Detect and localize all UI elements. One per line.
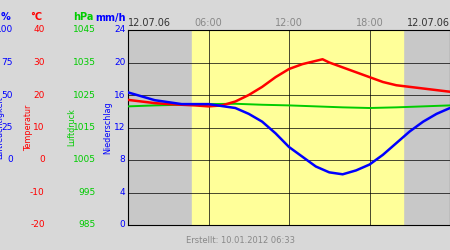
Text: 10: 10 [33,123,45,132]
Text: °C: °C [30,12,42,22]
Text: Temperatur: Temperatur [24,104,33,151]
Text: -10: -10 [30,188,45,197]
Text: 16: 16 [114,90,126,100]
Text: Erstellt: 10.01.2012 06:33: Erstellt: 10.01.2012 06:33 [186,236,295,245]
Text: 1005: 1005 [73,156,96,164]
Text: 75: 75 [1,58,13,67]
Text: 12:00: 12:00 [275,18,303,28]
Text: 985: 985 [79,220,96,230]
Text: 40: 40 [33,26,45,35]
Text: 100: 100 [0,26,13,35]
Text: 12: 12 [114,123,126,132]
Text: 30: 30 [33,58,45,67]
Text: 1015: 1015 [73,123,96,132]
Text: 24: 24 [114,26,126,35]
Text: 20: 20 [33,90,45,100]
Text: 995: 995 [79,188,96,197]
Text: 4: 4 [120,188,126,197]
Text: 25: 25 [1,123,13,132]
Text: %: % [0,12,10,22]
Text: mm/h: mm/h [95,12,126,22]
Text: Luftdruck: Luftdruck [67,108,76,146]
Text: 12.07.06: 12.07.06 [128,18,171,28]
Text: 12.07.06: 12.07.06 [407,18,450,28]
Text: 0: 0 [120,220,126,230]
Text: -20: -20 [30,220,45,230]
Text: 20: 20 [114,58,126,67]
Text: 0: 0 [7,156,13,164]
Text: 0: 0 [39,156,45,164]
Text: hPa: hPa [73,12,94,22]
Text: 06:00: 06:00 [194,18,222,28]
Text: 50: 50 [1,90,13,100]
Text: 1045: 1045 [73,26,96,35]
Text: Luftfeuchtigkeit: Luftfeuchtigkeit [0,96,4,159]
Text: Niederschlag: Niederschlag [103,101,112,154]
Bar [193,30,403,225]
Text: 18:00: 18:00 [356,18,383,28]
Text: 1025: 1025 [73,90,96,100]
Text: 8: 8 [120,156,126,164]
Text: 1035: 1035 [73,58,96,67]
